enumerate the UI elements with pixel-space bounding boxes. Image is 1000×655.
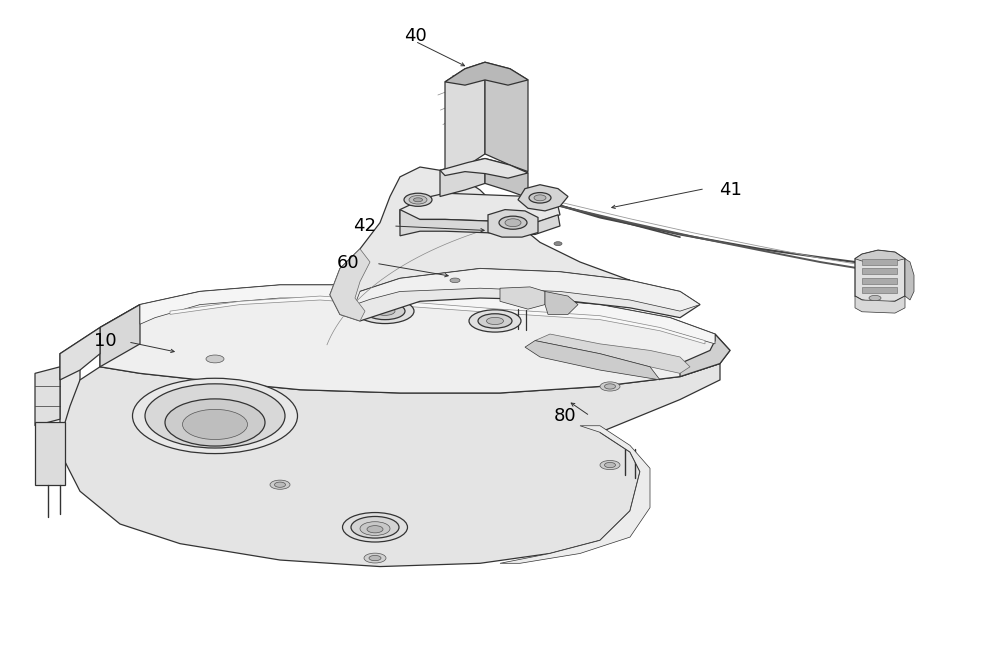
Ellipse shape: [600, 460, 620, 470]
Ellipse shape: [132, 379, 298, 453]
FancyBboxPatch shape: [862, 278, 897, 284]
Ellipse shape: [499, 216, 527, 229]
Ellipse shape: [604, 462, 616, 468]
Polygon shape: [170, 296, 705, 344]
Ellipse shape: [145, 384, 285, 448]
Polygon shape: [485, 159, 528, 198]
Ellipse shape: [554, 242, 562, 246]
Ellipse shape: [364, 553, 386, 563]
Ellipse shape: [600, 382, 620, 391]
Polygon shape: [525, 341, 660, 380]
Ellipse shape: [351, 516, 399, 538]
Polygon shape: [140, 285, 715, 344]
Text: 41: 41: [719, 181, 741, 199]
Ellipse shape: [342, 512, 408, 542]
Polygon shape: [518, 185, 568, 211]
Polygon shape: [680, 334, 730, 377]
Polygon shape: [500, 426, 650, 563]
Ellipse shape: [274, 482, 286, 487]
Polygon shape: [855, 296, 905, 313]
Polygon shape: [445, 62, 528, 85]
Polygon shape: [855, 250, 905, 262]
Polygon shape: [100, 305, 140, 367]
Polygon shape: [400, 210, 560, 236]
Ellipse shape: [270, 480, 290, 489]
Polygon shape: [60, 364, 720, 567]
Polygon shape: [500, 287, 545, 309]
FancyBboxPatch shape: [862, 268, 897, 274]
Polygon shape: [445, 62, 485, 174]
Ellipse shape: [869, 295, 881, 301]
Ellipse shape: [505, 219, 521, 227]
Ellipse shape: [356, 299, 414, 324]
Polygon shape: [545, 291, 578, 314]
Ellipse shape: [409, 195, 427, 204]
Text: 10: 10: [94, 331, 116, 350]
Ellipse shape: [486, 317, 504, 325]
Ellipse shape: [414, 198, 422, 202]
Polygon shape: [355, 269, 700, 311]
Polygon shape: [35, 367, 60, 426]
Ellipse shape: [206, 355, 224, 363]
Ellipse shape: [365, 303, 405, 320]
Polygon shape: [488, 210, 538, 237]
FancyBboxPatch shape: [862, 287, 897, 293]
Ellipse shape: [182, 409, 248, 440]
Polygon shape: [485, 62, 528, 172]
Polygon shape: [330, 249, 370, 321]
Polygon shape: [440, 159, 485, 196]
Text: 40: 40: [404, 27, 426, 45]
Ellipse shape: [529, 193, 551, 203]
Polygon shape: [440, 159, 528, 178]
FancyBboxPatch shape: [862, 259, 897, 265]
Ellipse shape: [469, 310, 521, 332]
Ellipse shape: [404, 193, 432, 206]
Ellipse shape: [604, 384, 616, 389]
Text: 80: 80: [554, 407, 576, 425]
Polygon shape: [855, 250, 905, 303]
Polygon shape: [905, 259, 914, 300]
Text: 60: 60: [337, 254, 359, 272]
Polygon shape: [60, 305, 140, 478]
Ellipse shape: [450, 278, 460, 283]
Polygon shape: [330, 167, 700, 321]
Polygon shape: [60, 328, 100, 380]
Ellipse shape: [367, 525, 383, 533]
Polygon shape: [400, 193, 560, 224]
Polygon shape: [100, 285, 730, 393]
Ellipse shape: [534, 195, 546, 200]
Polygon shape: [535, 334, 690, 373]
Text: 42: 42: [354, 217, 376, 235]
Ellipse shape: [165, 399, 265, 446]
Ellipse shape: [375, 307, 395, 316]
Polygon shape: [35, 422, 65, 485]
Ellipse shape: [369, 555, 381, 561]
Ellipse shape: [478, 314, 512, 328]
Ellipse shape: [360, 521, 390, 536]
